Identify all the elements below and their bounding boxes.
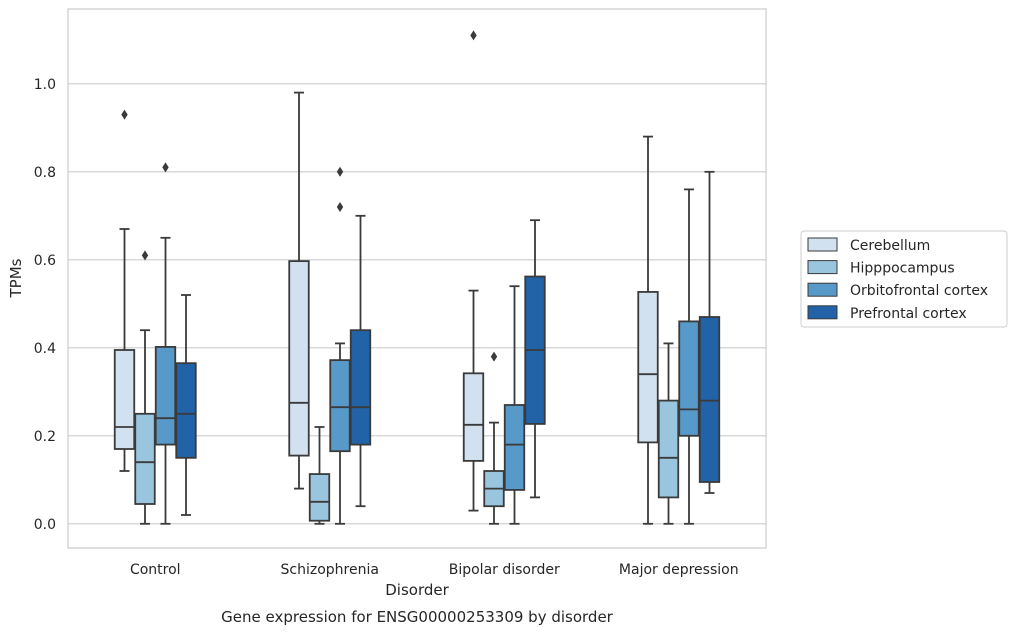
box-2-1 bbox=[483, 351, 505, 525]
box-body bbox=[329, 359, 351, 453]
legend-label: Cerebellum bbox=[850, 238, 930, 254]
box-0-0 bbox=[113, 109, 136, 472]
outlier-point bbox=[141, 250, 149, 261]
box-3-1 bbox=[657, 342, 680, 525]
legend-swatch bbox=[807, 260, 838, 275]
outlier-point bbox=[121, 109, 128, 120]
box-0-3 bbox=[175, 294, 197, 516]
box-body bbox=[134, 412, 156, 505]
box-1-2 bbox=[329, 166, 351, 525]
legend-item: Hipppocampus bbox=[807, 260, 955, 277]
box-2-3 bbox=[524, 219, 546, 499]
legend-swatch bbox=[807, 282, 838, 297]
box-2-0 bbox=[462, 30, 485, 512]
box-3-3 bbox=[698, 170, 721, 494]
box-body bbox=[637, 291, 659, 444]
y-tick-label: 1.0 bbox=[34, 77, 56, 93]
box-body bbox=[657, 399, 680, 499]
box-body bbox=[175, 362, 197, 459]
box-2-2 bbox=[503, 285, 526, 525]
x-tick-label: Bipolar disorder bbox=[449, 562, 560, 578]
legend-swatch bbox=[807, 305, 838, 320]
legend-item: Cerebellum bbox=[807, 237, 930, 254]
box-body bbox=[288, 260, 310, 457]
outlier-point bbox=[470, 30, 477, 41]
x-tick-label: Control bbox=[130, 562, 181, 578]
y-tick-label: 0.0 bbox=[34, 517, 56, 533]
legend-swatch bbox=[807, 237, 838, 252]
x-axis-label: Disorder bbox=[385, 581, 449, 599]
legend-item: Orbitofrontal cortex bbox=[807, 282, 988, 299]
box-body bbox=[462, 372, 485, 462]
box-body bbox=[154, 346, 177, 446]
box-1-0 bbox=[288, 91, 310, 490]
chart-caption: Gene expression for ENSG00000253309 by d… bbox=[221, 608, 614, 626]
plot-frame bbox=[67, 8, 767, 549]
y-tick-label: 0.6 bbox=[34, 253, 56, 269]
legend-frame bbox=[800, 230, 1008, 328]
box-body bbox=[349, 329, 372, 446]
legend-label: Orbitofrontal cortex bbox=[850, 283, 988, 299]
y-axis-label: TPMs bbox=[7, 258, 25, 298]
y-tick-label: 0.2 bbox=[34, 429, 56, 445]
y-tick-labels: 0.0 0.2 0.4 0.6 0.8 1.0 bbox=[34, 77, 56, 533]
legend: Cerebellum Hipppocampus Orbitofrontal cort… bbox=[800, 230, 1008, 328]
x-tick-label: Schizophrenia bbox=[281, 562, 379, 578]
box-body bbox=[698, 316, 721, 483]
outlier-point bbox=[490, 351, 498, 362]
box-1-1 bbox=[308, 426, 331, 525]
box-body bbox=[678, 320, 700, 437]
box-body bbox=[503, 404, 526, 491]
x-tick-labels: Control Schizophrenia Bipolar disorder Majo… bbox=[130, 562, 739, 578]
box-3-2 bbox=[678, 188, 700, 525]
plot-boxes bbox=[113, 30, 721, 525]
legend-item: Prefrontal cortex bbox=[807, 305, 967, 322]
y-tick-label: 0.4 bbox=[34, 341, 56, 357]
box-0-2 bbox=[154, 162, 177, 525]
outlier-point bbox=[162, 162, 169, 173]
outlier-point bbox=[336, 166, 344, 177]
x-tick-label: Major depression bbox=[619, 562, 739, 578]
outlier-point bbox=[336, 202, 344, 212]
box-1-3 bbox=[349, 214, 372, 508]
legend-label: Prefrontal cortex bbox=[850, 306, 967, 322]
box-body bbox=[308, 473, 331, 522]
legend-label: Hipppocampus bbox=[850, 261, 955, 277]
box-3-0 bbox=[637, 135, 659, 525]
y-tick-label: 0.8 bbox=[34, 165, 56, 181]
box-body bbox=[113, 349, 136, 450]
box-0-1 bbox=[134, 250, 156, 525]
